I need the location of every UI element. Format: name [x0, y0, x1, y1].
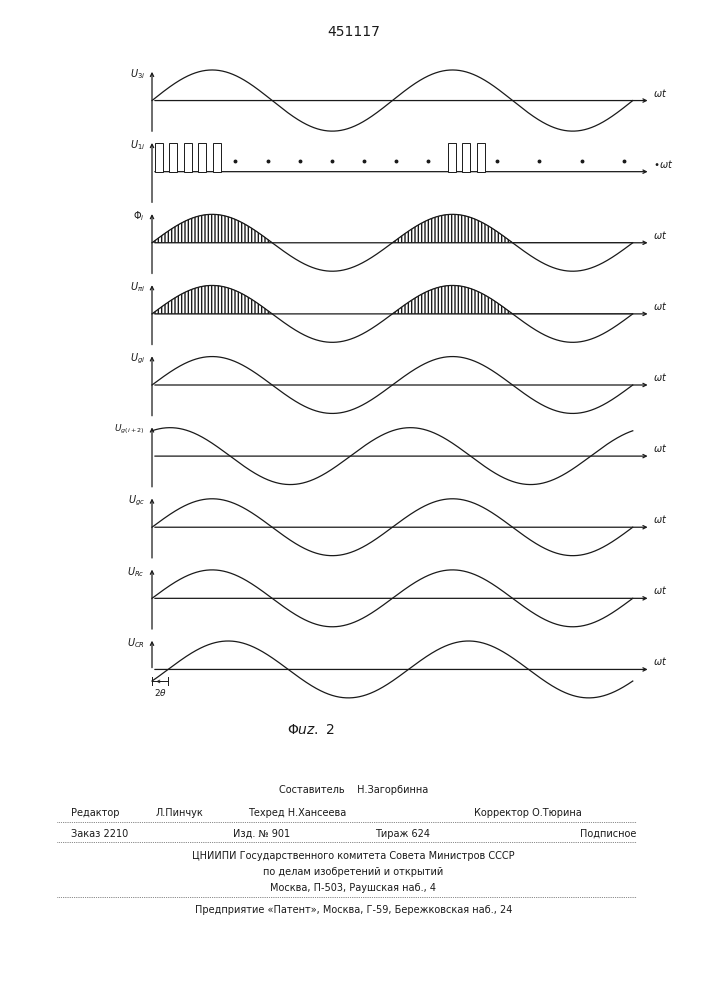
Text: Составитель    Н.Загорбинна: Составитель Н.Загорбинна: [279, 785, 428, 795]
Text: $U_{g(i+2)}$: $U_{g(i+2)}$: [115, 423, 145, 436]
Text: 451117: 451117: [327, 25, 380, 39]
Text: $\omega t$: $\omega t$: [653, 371, 667, 383]
Text: $\Phi_i$: $\Phi_i$: [134, 209, 145, 223]
Text: $U_{CR}$: $U_{CR}$: [127, 636, 145, 650]
Text: $\omega t$: $\omega t$: [653, 87, 667, 99]
Bar: [477, 143, 485, 172]
Text: $\bullet\omega t$: $\bullet\omega t$: [653, 158, 673, 170]
Bar: [213, 143, 221, 172]
Text: Тираж 624: Тираж 624: [375, 829, 431, 839]
Text: Подписное: Подписное: [580, 829, 636, 839]
Text: $U_{gc}$: $U_{gc}$: [128, 494, 145, 508]
Bar: [155, 143, 163, 172]
Text: Заказ 2210: Заказ 2210: [71, 829, 128, 839]
Text: Корректор О.Тюрина: Корректор О.Тюрина: [474, 808, 581, 818]
Text: $U_{3i}$: $U_{3i}$: [129, 67, 145, 81]
Text: $2\theta$: $2\theta$: [153, 687, 167, 698]
Bar: [184, 143, 192, 172]
Text: $\Phi u \mathit{z}.\ 2$: $\Phi u \mathit{z}.\ 2$: [287, 723, 335, 737]
Text: $\omega t$: $\omega t$: [653, 584, 667, 596]
Text: $\omega t$: $\omega t$: [653, 300, 667, 312]
Text: по делам изобретений и открытий: по делам изобретений и открытий: [264, 867, 443, 877]
Text: $U_{\pi i}$: $U_{\pi i}$: [130, 280, 145, 294]
Bar: [448, 143, 456, 172]
Text: $U_{1i}$: $U_{1i}$: [129, 138, 145, 152]
Text: Предприятие «Патент», Москва, Г-59, Бережковская наб., 24: Предприятие «Патент», Москва, Г-59, Бере…: [195, 905, 512, 915]
Text: $\omega t$: $\omega t$: [653, 513, 667, 525]
Bar: [198, 143, 206, 172]
Text: Техред Н.Хансеева: Техред Н.Хансеева: [248, 808, 346, 818]
Text: Редактор: Редактор: [71, 808, 119, 818]
Bar: [462, 143, 470, 172]
Text: Л.Пинчук: Л.Пинчук: [156, 808, 204, 818]
Text: Изд. № 901: Изд. № 901: [233, 829, 290, 839]
Text: $U_{Rc}$: $U_{Rc}$: [127, 565, 145, 579]
Text: $\omega t$: $\omega t$: [653, 229, 667, 241]
Text: Москва, П-503, Раушская наб., 4: Москва, П-503, Раушская наб., 4: [271, 883, 436, 893]
Text: $U_{gi}$: $U_{gi}$: [129, 351, 145, 366]
Text: ЦНИИПИ Государственного комитета Совета Министров СССР: ЦНИИПИ Государственного комитета Совета …: [192, 851, 515, 861]
Bar: [169, 143, 177, 172]
Text: $\omega t$: $\omega t$: [653, 655, 667, 667]
Text: $\omega t$: $\omega t$: [653, 442, 667, 454]
